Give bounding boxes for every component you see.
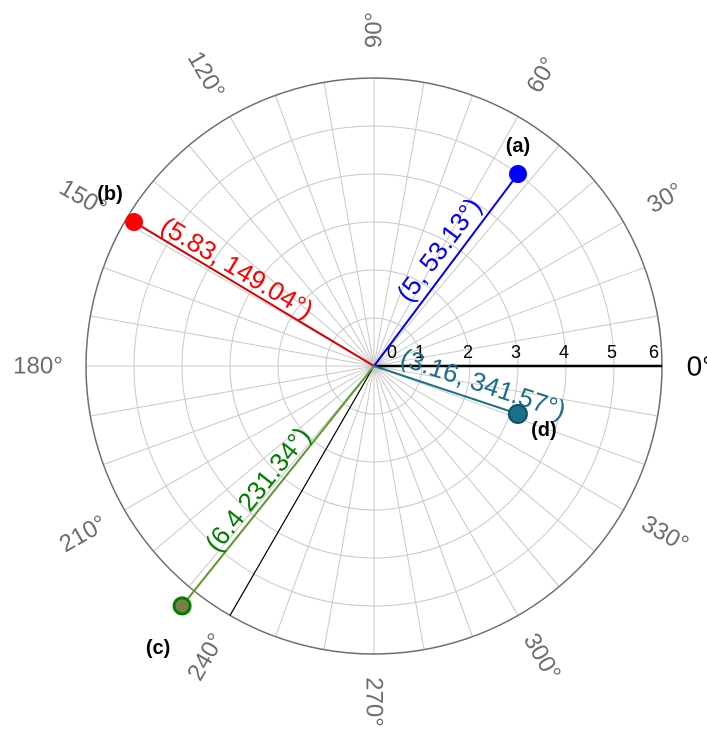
radius-tick-label: 0 xyxy=(387,342,397,362)
angular-grid-spoke xyxy=(373,95,473,367)
point-marker xyxy=(125,213,144,232)
angular-grid-spoke xyxy=(373,365,519,616)
angular-grid-spoke xyxy=(90,315,375,367)
angle-label-240: 240° xyxy=(182,629,230,685)
angular-grid-spoke xyxy=(153,365,375,552)
angular-grid-spoke xyxy=(373,180,595,367)
angular-grid-spoke xyxy=(373,365,624,511)
point-ray-line xyxy=(133,221,375,367)
radius-tick-label: 2 xyxy=(463,342,473,362)
angle-label-210: 210° xyxy=(55,510,111,558)
angular-grid-spoke xyxy=(103,267,375,367)
angle-label-90: 90° xyxy=(361,12,388,48)
angular-grid-spoke xyxy=(373,365,425,650)
point-marker xyxy=(172,596,192,616)
angular-grid-spoke xyxy=(188,365,375,587)
angular-grid-spoke xyxy=(323,82,375,367)
radius-tick-label: 4 xyxy=(559,342,569,362)
angular-grid-spoke xyxy=(103,365,375,465)
point-group: (5.83, 149.04°)(b) xyxy=(97,183,375,367)
point-letter-label: (d) xyxy=(531,419,557,441)
angle-label-270: 270° xyxy=(361,677,388,727)
angular-grid-spoke xyxy=(323,365,375,650)
angular-grid-spoke xyxy=(373,365,473,637)
angular-grid-spoke xyxy=(373,116,519,367)
angular-grid-spoke xyxy=(275,95,375,367)
angular-grid-spoke xyxy=(373,315,658,367)
angle-label-60: 60° xyxy=(521,53,563,98)
angle-label-120: 120° xyxy=(182,47,230,103)
polar-grid xyxy=(85,77,663,655)
angular-grid-spoke xyxy=(373,267,645,367)
data-points: (5, 53.13°) (a) (5.83, 149.04°)(b)(6.4 231… xyxy=(97,135,570,659)
angle-label-0: 0° xyxy=(687,351,707,382)
angular-grid-spoke xyxy=(124,365,375,511)
point-group: (5, 53.13°) (a) xyxy=(373,135,530,367)
point-coordinate-label: (5, 53.13°) xyxy=(390,192,487,307)
angular-grid-spoke xyxy=(373,82,425,367)
angular-grid-spoke xyxy=(90,365,375,417)
angular-grid-spoke xyxy=(373,365,595,552)
point-letter-label: (c) xyxy=(146,637,170,659)
point-letter-label: (b) xyxy=(97,183,123,205)
point-ray-line xyxy=(373,173,519,367)
angle-label-300: 300° xyxy=(518,629,566,685)
point-ray-line xyxy=(181,365,375,607)
angular-grid-spoke xyxy=(373,145,560,367)
reference-ray-line xyxy=(229,365,375,616)
angular-grid-spoke xyxy=(275,365,375,637)
radius-tick-label: 3 xyxy=(511,342,521,362)
angular-grid-spoke xyxy=(373,365,560,587)
angular-grid-spoke xyxy=(373,221,624,367)
point-marker xyxy=(507,403,528,424)
point-letter-label: (a) xyxy=(506,135,530,157)
point-group: (6.4 231.34°)(c) xyxy=(146,365,375,659)
point-marker xyxy=(509,165,527,183)
radius-tick-label: 1 xyxy=(415,342,425,362)
angle-labels: 0°30°60°90°120°150°180°210°240°270°300°3… xyxy=(13,12,707,727)
angular-grid-spoke xyxy=(229,116,375,367)
angle-label-30: 30° xyxy=(643,177,688,219)
angular-grid-spoke xyxy=(153,180,375,367)
angular-grid-spoke xyxy=(188,145,375,367)
radius-tick-label: 6 xyxy=(649,342,659,362)
radius-tick-label: 5 xyxy=(607,342,617,362)
point-ray-line xyxy=(373,365,519,415)
angle-label-330: 330° xyxy=(637,510,693,558)
angular-grid-spoke xyxy=(373,365,658,417)
angle-label-180: 180° xyxy=(13,353,63,380)
